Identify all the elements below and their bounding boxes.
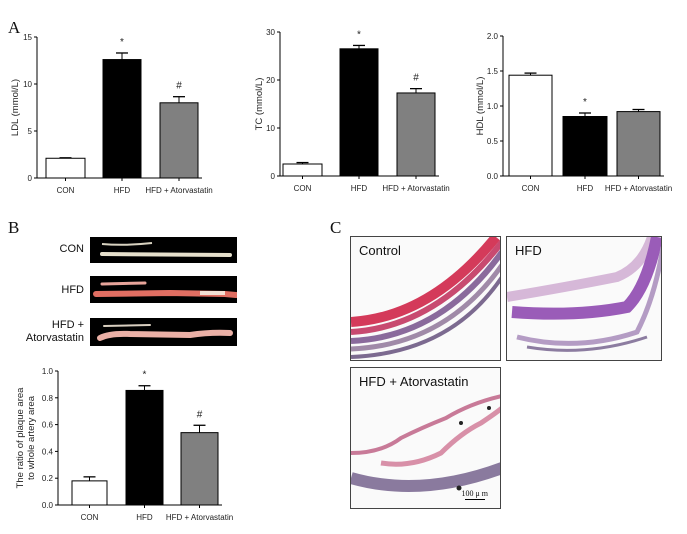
histology-control: Control <box>350 236 501 361</box>
y-tick-label: 15 <box>23 33 32 42</box>
scale-bar: 100 μ m <box>461 488 488 500</box>
x-tick-label: CON <box>294 184 312 193</box>
photo-label-hfd: HFD <box>61 284 84 296</box>
bar-hfd <box>562 116 608 177</box>
y-tick-label: 0.4 <box>42 447 54 456</box>
histology-hfd: HFD <box>506 236 662 361</box>
bar-hfd-atorvastatin <box>159 102 199 179</box>
bar-hfd-atorvastatin <box>396 92 436 177</box>
y-tick-label: 30 <box>266 28 275 37</box>
y-tick-label: 2.0 <box>487 32 499 41</box>
significance-marker: # <box>176 81 182 92</box>
y-axis-label: TC (mmol/L) <box>254 78 265 131</box>
y-tick-label: 1.0 <box>42 367 54 376</box>
significance-marker: * <box>120 37 124 48</box>
x-tick-label: CON <box>81 513 99 522</box>
bar-con <box>71 480 108 506</box>
panel-label-c: C <box>330 218 342 237</box>
significance-marker: * <box>583 97 587 108</box>
x-tick-label: CON <box>57 186 75 195</box>
y-tick-label: 0.0 <box>42 501 54 510</box>
y-axis-label: to whole artery area <box>26 395 37 480</box>
y-tick-label: 0.0 <box>487 172 499 181</box>
x-tick-label: CON <box>522 184 540 193</box>
bar-hfd-atorvastatin <box>180 432 219 506</box>
histology-label-hfd: HFD <box>515 243 542 258</box>
x-tick-label: HFD + Atorvastatin <box>605 184 672 193</box>
y-tick-label: 1.0 <box>487 102 499 111</box>
histology-label-hfd-atorvastatin: HFD + Atorvastatin <box>359 374 469 389</box>
photo-label-atorvastatin: HFD + Atorvastatin <box>25 319 84 344</box>
x-tick-label: HFD + Atorvastatin <box>145 186 212 195</box>
y-tick-label: 20 <box>266 76 275 85</box>
y-tick-label: 0 <box>28 174 33 183</box>
y-axis-label: LDL (mmol/L) <box>10 79 21 136</box>
y-tick-label: 0.6 <box>42 421 54 430</box>
significance-marker: # <box>197 409 203 420</box>
bar-con <box>508 74 553 177</box>
bar-con <box>282 163 323 177</box>
x-tick-label: HFD <box>577 184 594 193</box>
y-tick-label: 0 <box>271 172 276 181</box>
artery-photo-hfd <box>90 276 237 303</box>
bar-hfd <box>339 48 379 177</box>
scale-bar-line <box>464 498 485 500</box>
photo-label-con: CON <box>59 243 84 255</box>
y-axis-label: HDL (mmol/L) <box>475 77 486 136</box>
significance-marker: # <box>413 73 419 84</box>
significance-marker: * <box>357 29 361 40</box>
panel-label-b: B <box>8 218 20 237</box>
y-axis-label: The ratio of plaque area <box>15 387 26 489</box>
panel-label-a: A <box>8 18 21 37</box>
y-tick-label: 0.5 <box>487 137 499 146</box>
bar-hfd-atorvastatin <box>616 111 661 177</box>
histology-label-control: Control <box>359 243 401 258</box>
y-tick-label: 0.2 <box>42 474 54 483</box>
artery-photo-con <box>90 237 237 263</box>
bar-con <box>45 157 86 179</box>
x-tick-label: HFD + Atorvastatin <box>166 513 233 522</box>
y-tick-label: 10 <box>266 124 275 133</box>
x-tick-label: HFD + Atorvastatin <box>382 184 449 193</box>
y-tick-label: 0.8 <box>42 394 54 403</box>
x-tick-label: HFD <box>114 186 131 195</box>
bar-hfd <box>102 59 142 179</box>
scale-bar-label: 100 μ m <box>461 488 488 498</box>
significance-marker: * <box>143 370 147 381</box>
artery-photo-atorvastatin <box>90 318 237 346</box>
x-tick-label: HFD <box>351 184 368 193</box>
histology-hfd-atorvastatin: HFD + Atorvastatin 100 μ m <box>350 367 501 509</box>
y-tick-label: 1.5 <box>487 67 499 76</box>
y-tick-label: 5 <box>28 127 33 136</box>
bar-hfd <box>125 389 164 506</box>
x-tick-label: HFD <box>136 513 153 522</box>
y-tick-label: 10 <box>23 80 32 89</box>
